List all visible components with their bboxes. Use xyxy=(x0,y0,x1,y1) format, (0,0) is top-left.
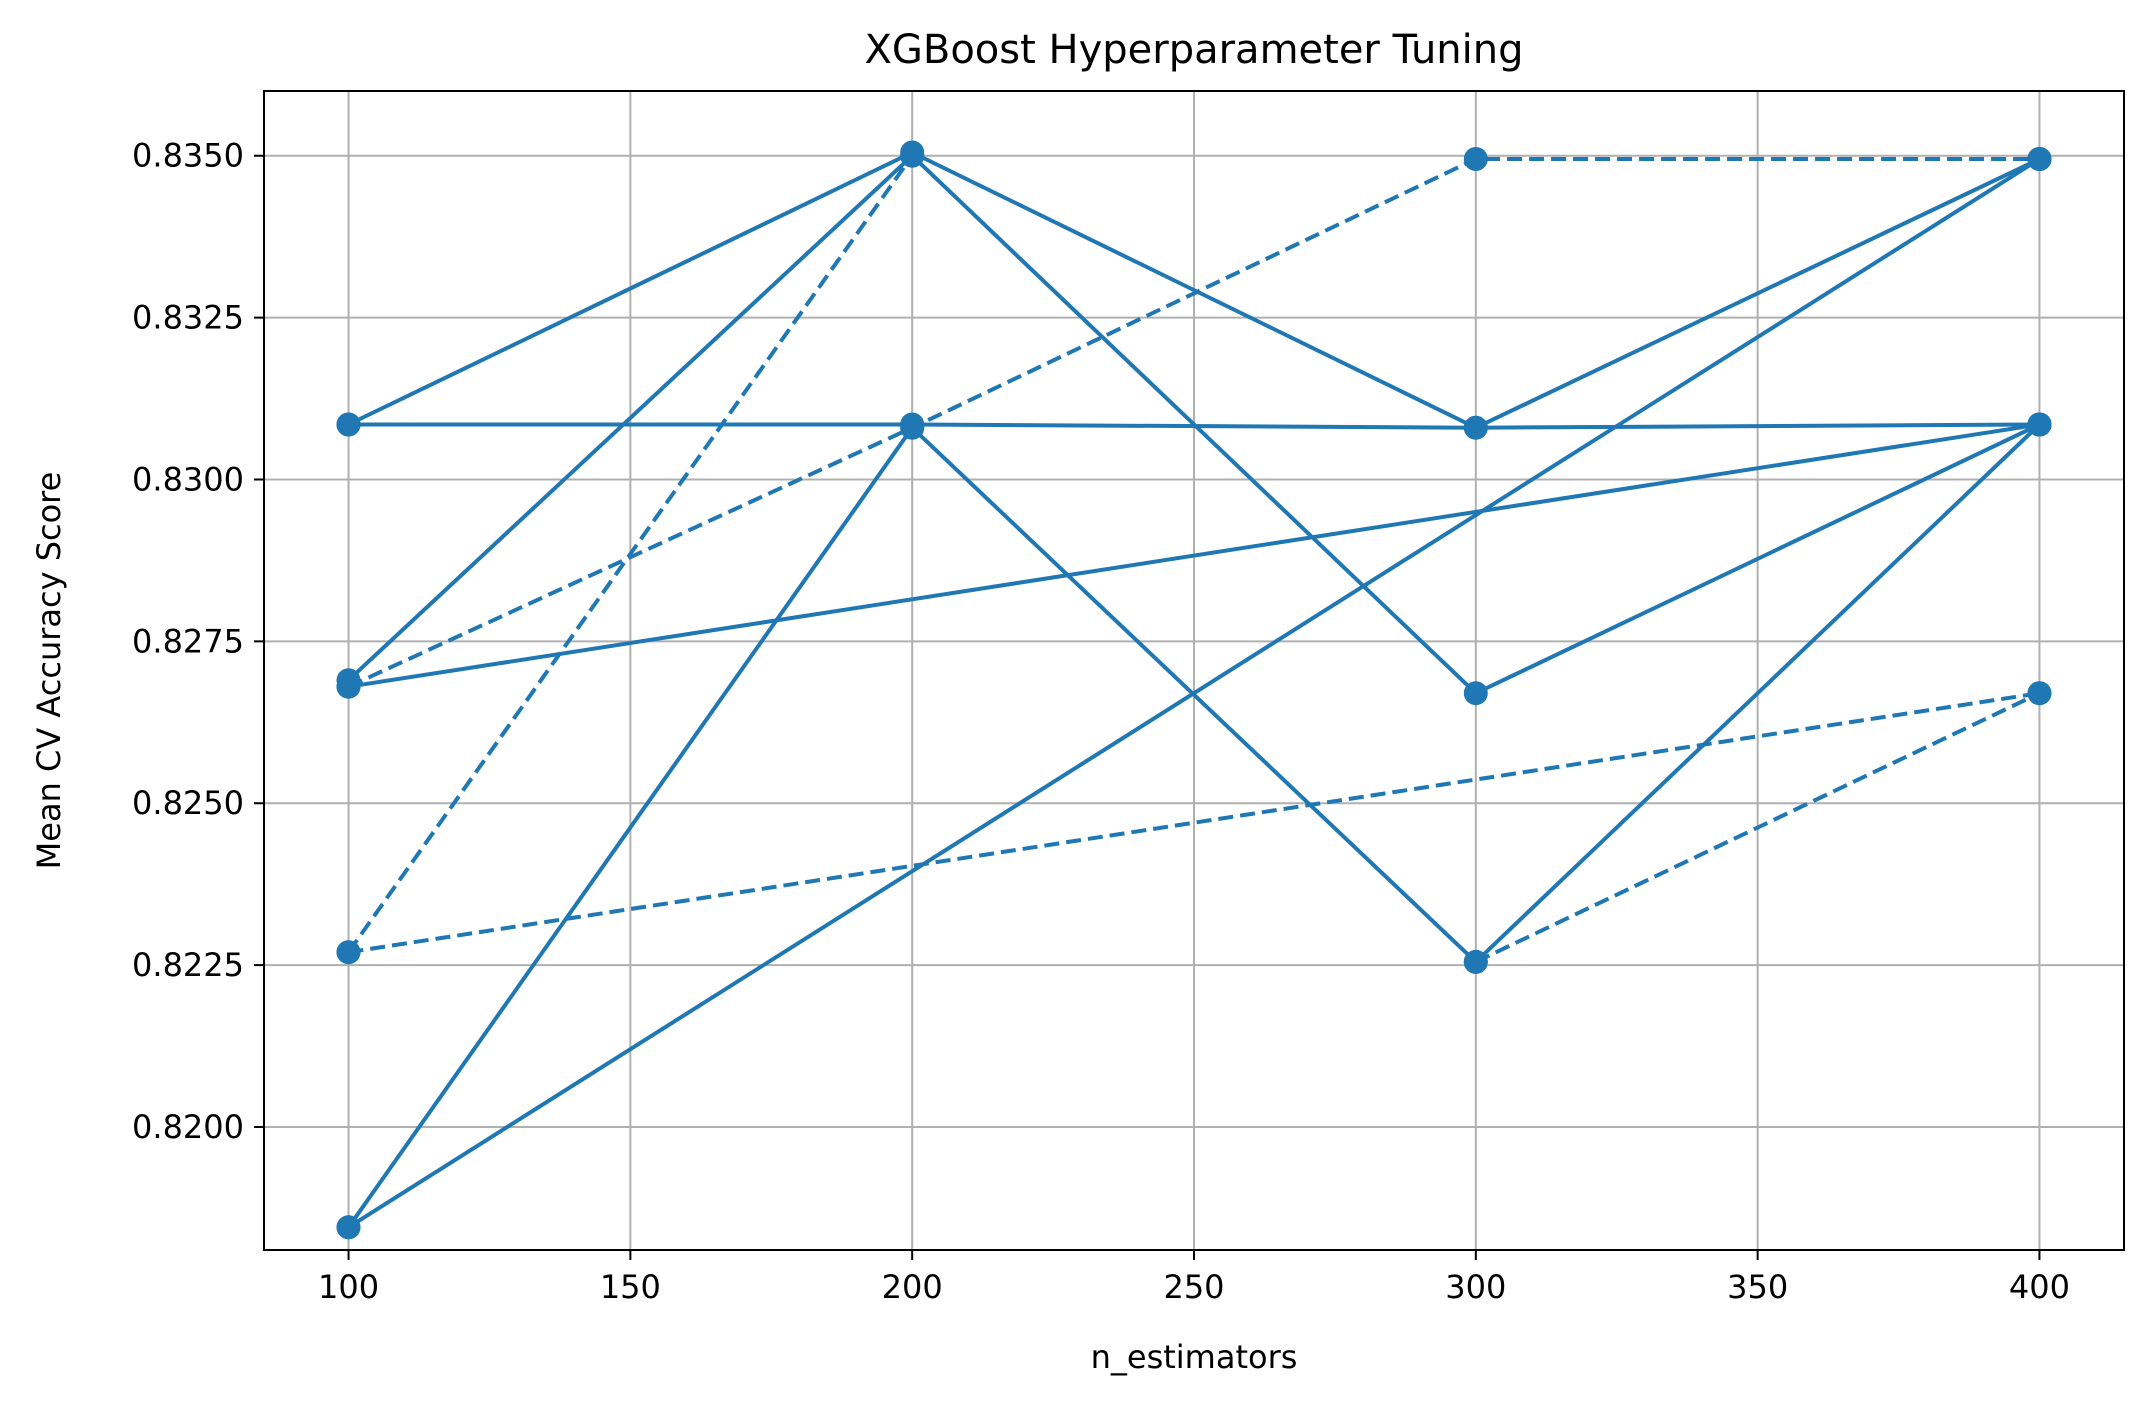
y-axis-label: Mean CV Accuracy Score xyxy=(30,472,68,870)
data-point xyxy=(1463,147,1488,171)
data-point xyxy=(336,412,361,437)
data-point xyxy=(336,674,361,699)
x-tick-label: 150 xyxy=(600,1268,661,1306)
series-line xyxy=(347,157,2040,689)
data-point xyxy=(2027,681,2052,706)
x-tick-label: 250 xyxy=(1163,1268,1224,1306)
x-tick-label: 300 xyxy=(1445,1268,1506,1306)
series-line xyxy=(1474,691,2041,964)
series-line xyxy=(347,150,2041,430)
chart-title: XGBoost Hyperparameter Tuning xyxy=(864,27,1523,73)
grid xyxy=(264,91,2124,1250)
data-point xyxy=(1463,681,1488,706)
x-tick-label: 400 xyxy=(2009,1268,2070,1306)
y-tick-label: 0.8250 xyxy=(132,784,244,822)
x-axis-label: n_estimators xyxy=(1091,1338,1298,1376)
series-7 xyxy=(336,147,2052,699)
data-point xyxy=(900,143,925,168)
x-tick-label: 350 xyxy=(1727,1268,1788,1306)
y-tick-label: 0.8225 xyxy=(132,946,244,984)
y-tick-label: 0.8300 xyxy=(132,460,244,498)
data-point xyxy=(1463,949,1488,974)
x-tick-label: 200 xyxy=(882,1268,943,1306)
data-point xyxy=(2027,147,2052,171)
data-point xyxy=(336,940,361,965)
x-tick-label: 100 xyxy=(318,1268,379,1306)
y-tick-label: 0.8200 xyxy=(132,1108,244,1146)
y-tick-label: 0.8325 xyxy=(132,299,244,337)
data-point xyxy=(1463,415,1488,440)
series-9 xyxy=(1463,681,2052,974)
data-point xyxy=(336,1215,361,1240)
series-layer xyxy=(336,140,2052,1240)
y-tick-label: 0.8350 xyxy=(132,137,244,175)
ticks: 100 150 200 250 300 350 400 0.8200 0.8225 0.8250 0… xyxy=(132,137,2070,1306)
y-tick-label: 0.8275 xyxy=(132,622,244,660)
data-point xyxy=(2027,412,2052,437)
series-line xyxy=(348,422,2040,689)
series-line xyxy=(346,154,914,954)
series-line xyxy=(347,157,2041,1229)
data-point xyxy=(900,415,925,440)
series-line xyxy=(348,422,2040,430)
